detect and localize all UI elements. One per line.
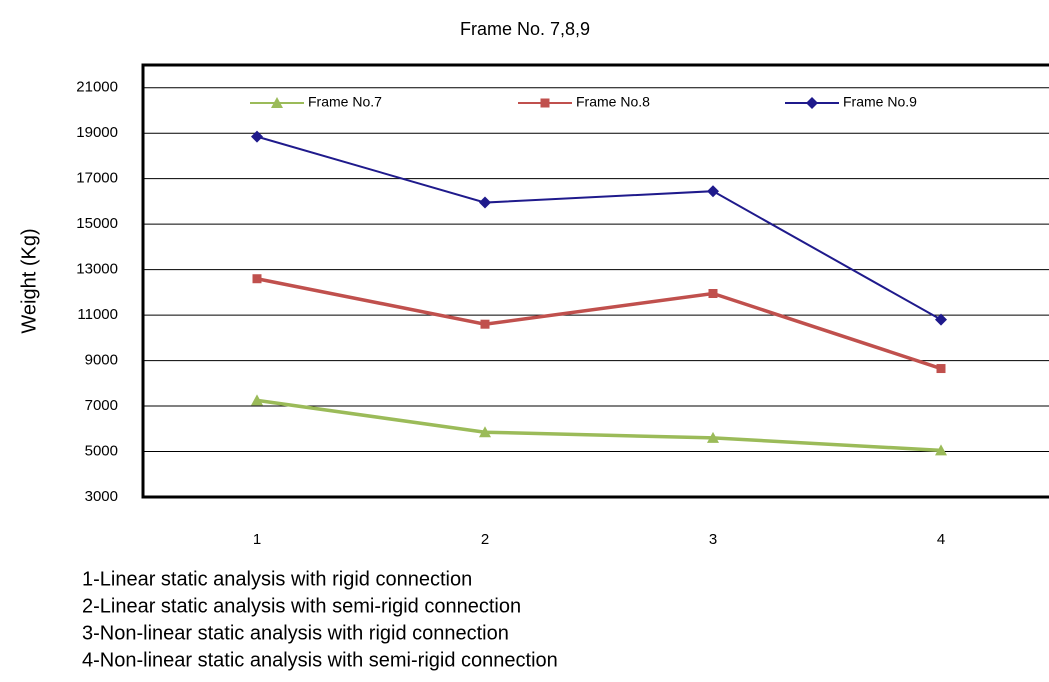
plot-border xyxy=(141,63,1049,499)
marker xyxy=(480,319,490,329)
y-tick-label: 3000 xyxy=(85,488,118,505)
y-axis-label: Weight (Kg) xyxy=(18,228,40,333)
x-tick-label: 1 xyxy=(253,531,261,548)
x-tick-label: 3 xyxy=(709,531,717,548)
y-tick-label: 9000 xyxy=(85,352,118,369)
y-tick-label: 7000 xyxy=(85,397,118,414)
marker xyxy=(540,98,550,108)
y-tick-label: 11000 xyxy=(77,306,118,323)
marker xyxy=(806,97,818,109)
marker xyxy=(251,394,263,406)
x-tick-label: 4 xyxy=(937,531,945,548)
annotation: 4-Non-linear static analysis with semi-r… xyxy=(82,649,558,671)
marker xyxy=(935,444,947,456)
marker xyxy=(707,431,719,443)
marker xyxy=(936,364,946,374)
annotation: 1-Linear static analysis with rigid conn… xyxy=(82,568,472,590)
y-tick-label: 5000 xyxy=(85,442,118,459)
chart-title: Frame No. 7,8,9 xyxy=(460,19,590,39)
series-line xyxy=(256,398,942,453)
series-line xyxy=(256,277,942,371)
legend-label: Frame No.7 xyxy=(308,94,382,110)
legend-label: Frame No.8 xyxy=(576,94,650,110)
marker xyxy=(252,274,262,284)
marker xyxy=(271,97,283,108)
annotation: 3-Non-linear static analysis with rigid … xyxy=(82,622,509,644)
marker xyxy=(707,185,719,198)
marker xyxy=(935,313,947,326)
marker xyxy=(251,130,263,143)
y-tick-label: 13000 xyxy=(76,261,118,278)
y-tick-label: 21000 xyxy=(76,79,118,96)
legend-label: Frame No.9 xyxy=(843,94,917,110)
series-line xyxy=(256,135,942,321)
y-tick-label: 19000 xyxy=(76,124,118,141)
annotation: 2-Linear static analysis with semi-rigid… xyxy=(82,595,521,617)
marker xyxy=(479,426,491,438)
marker xyxy=(708,289,718,299)
y-tick-label: 17000 xyxy=(76,170,118,187)
x-tick-label: 2 xyxy=(481,531,489,548)
y-tick-label: 15000 xyxy=(76,215,118,232)
marker xyxy=(479,196,491,209)
